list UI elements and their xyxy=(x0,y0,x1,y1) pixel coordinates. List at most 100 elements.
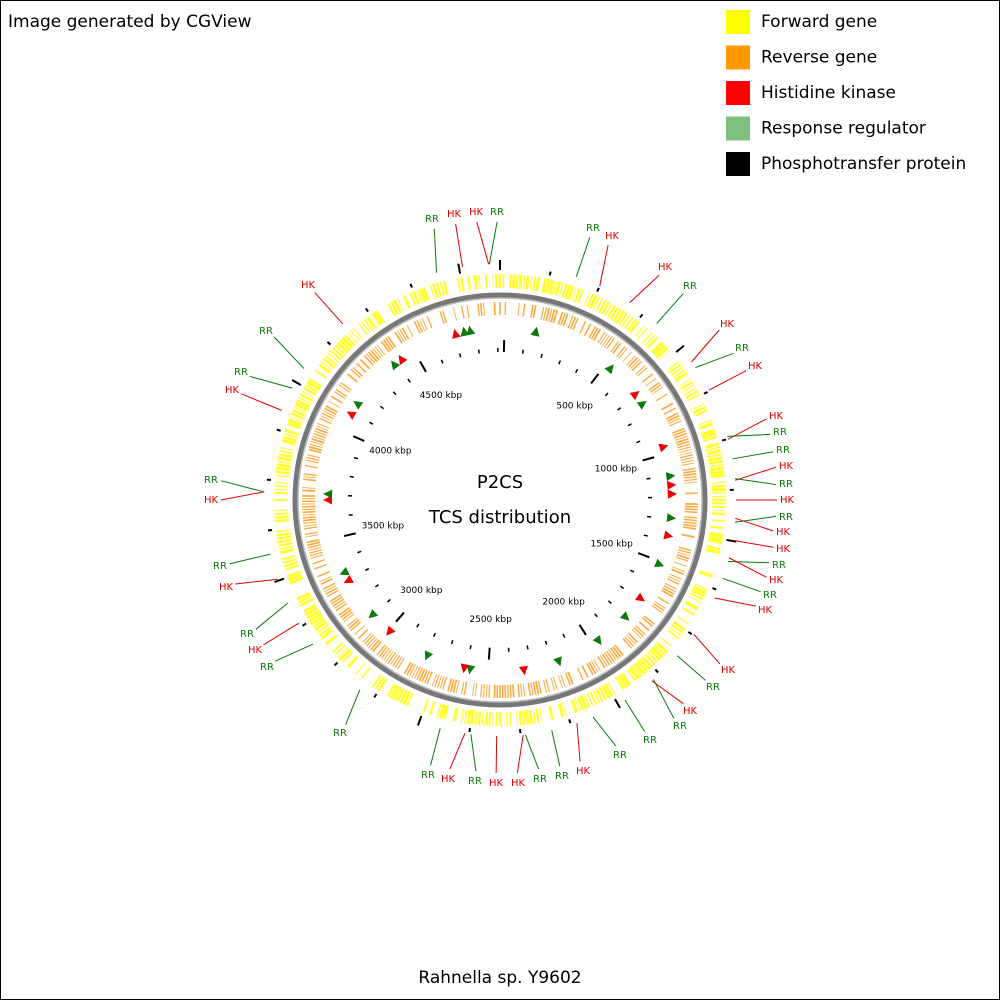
reverse-gene xyxy=(560,312,566,326)
reverse-gene xyxy=(676,440,690,447)
feature-label: HK xyxy=(769,575,784,586)
reverse-gene xyxy=(678,446,691,451)
leader-line xyxy=(488,221,498,265)
forward-gene xyxy=(281,438,296,446)
forward-gene xyxy=(372,674,382,688)
reverse-gene xyxy=(411,665,419,678)
reverse-gene xyxy=(648,381,660,391)
forward-gene xyxy=(274,481,289,484)
reverse-gene xyxy=(363,355,374,366)
reverse-gene xyxy=(328,400,340,408)
leader-line xyxy=(345,689,361,725)
feature-label: RR xyxy=(673,721,687,732)
feature-label: RR xyxy=(763,590,777,601)
reverse-gene xyxy=(338,606,351,616)
forward-gene xyxy=(674,371,688,383)
legend-label: Reverse gene xyxy=(761,48,877,68)
forward-gene xyxy=(299,598,314,607)
ruler-tick xyxy=(369,421,374,425)
forward-gene xyxy=(655,641,669,654)
feature-label: HK xyxy=(721,665,736,676)
leader-line xyxy=(651,680,684,704)
tcs-marker xyxy=(518,665,528,676)
forward-gene xyxy=(589,691,598,705)
reverse-gene xyxy=(372,347,382,359)
backbone-edge xyxy=(297,297,703,703)
reverse-gene xyxy=(406,324,414,337)
reverse-gene xyxy=(302,508,316,511)
reverse-gene xyxy=(665,412,679,420)
legend-label: Response regulator xyxy=(761,119,926,139)
forward-gene xyxy=(615,310,626,324)
reverse-gene xyxy=(397,330,405,343)
leader-line xyxy=(652,679,675,719)
reverse-gene xyxy=(586,662,594,676)
reverse-gene xyxy=(603,652,613,664)
forward-gene xyxy=(682,384,695,393)
reverse-gene xyxy=(303,473,317,477)
forward-gene xyxy=(623,316,634,330)
ruler-tick xyxy=(558,360,562,365)
leader-line xyxy=(235,578,278,585)
reverse-gene xyxy=(624,636,634,647)
feature-label: HK xyxy=(658,262,673,273)
reverse-gene xyxy=(421,317,428,331)
forward-gene xyxy=(707,453,722,458)
reverse-gene xyxy=(643,615,655,625)
reverse-gene xyxy=(588,326,597,339)
forward-gene xyxy=(456,277,462,292)
forward-gene xyxy=(637,327,648,340)
forward-gene xyxy=(651,646,664,659)
reverse-gene xyxy=(452,679,458,693)
reverse-gene xyxy=(455,680,460,694)
feature-label: RR xyxy=(259,326,273,337)
forward-gene xyxy=(334,644,346,656)
reverse-gene xyxy=(616,346,626,358)
forward-gene xyxy=(691,403,705,411)
reverse-gene xyxy=(302,513,316,516)
ruler-tick xyxy=(578,624,587,636)
reverse-gene xyxy=(678,449,692,454)
forward-gene xyxy=(390,301,399,315)
forward-gene xyxy=(711,484,726,488)
reverse-gene xyxy=(303,478,317,482)
reverse-gene xyxy=(677,551,691,557)
leader-line xyxy=(732,451,774,460)
ruler-tick xyxy=(416,623,420,628)
reverse-gene xyxy=(569,316,577,330)
outer-tick xyxy=(274,577,285,584)
outer-tick xyxy=(409,283,413,288)
forward-gene xyxy=(283,432,298,439)
forward-gene xyxy=(541,278,548,293)
reverse-gene xyxy=(547,308,553,322)
forward-gene xyxy=(660,637,673,648)
leader-line xyxy=(735,466,777,481)
reverse-gene xyxy=(403,661,412,674)
forward-gene xyxy=(708,459,723,465)
forward-gene xyxy=(279,449,294,455)
reverse-gene xyxy=(627,356,639,368)
legend-swatch xyxy=(726,116,750,141)
reverse-gene xyxy=(304,531,318,535)
ruler-tick xyxy=(540,353,543,359)
tcs-marker xyxy=(398,355,408,365)
forward-gene xyxy=(303,386,317,397)
reverse-gene xyxy=(394,331,403,344)
forward-gene xyxy=(473,275,479,290)
outer-tick xyxy=(373,693,378,698)
forward-gene xyxy=(289,576,304,585)
reverse-gene xyxy=(663,407,676,415)
forward-gene xyxy=(374,310,386,324)
forward-gene xyxy=(583,694,591,708)
ruler-tick xyxy=(477,349,480,354)
feature-label: RR xyxy=(779,479,793,490)
ruler-tick xyxy=(353,456,359,460)
outer-tick xyxy=(687,631,693,636)
forward-gene xyxy=(402,691,412,706)
tcs-marker xyxy=(530,326,540,337)
forward-gene xyxy=(576,696,585,711)
outer-tick xyxy=(468,727,471,733)
leader-line xyxy=(433,228,438,273)
feature-label: HK xyxy=(683,706,698,717)
reverse-gene xyxy=(681,533,695,538)
